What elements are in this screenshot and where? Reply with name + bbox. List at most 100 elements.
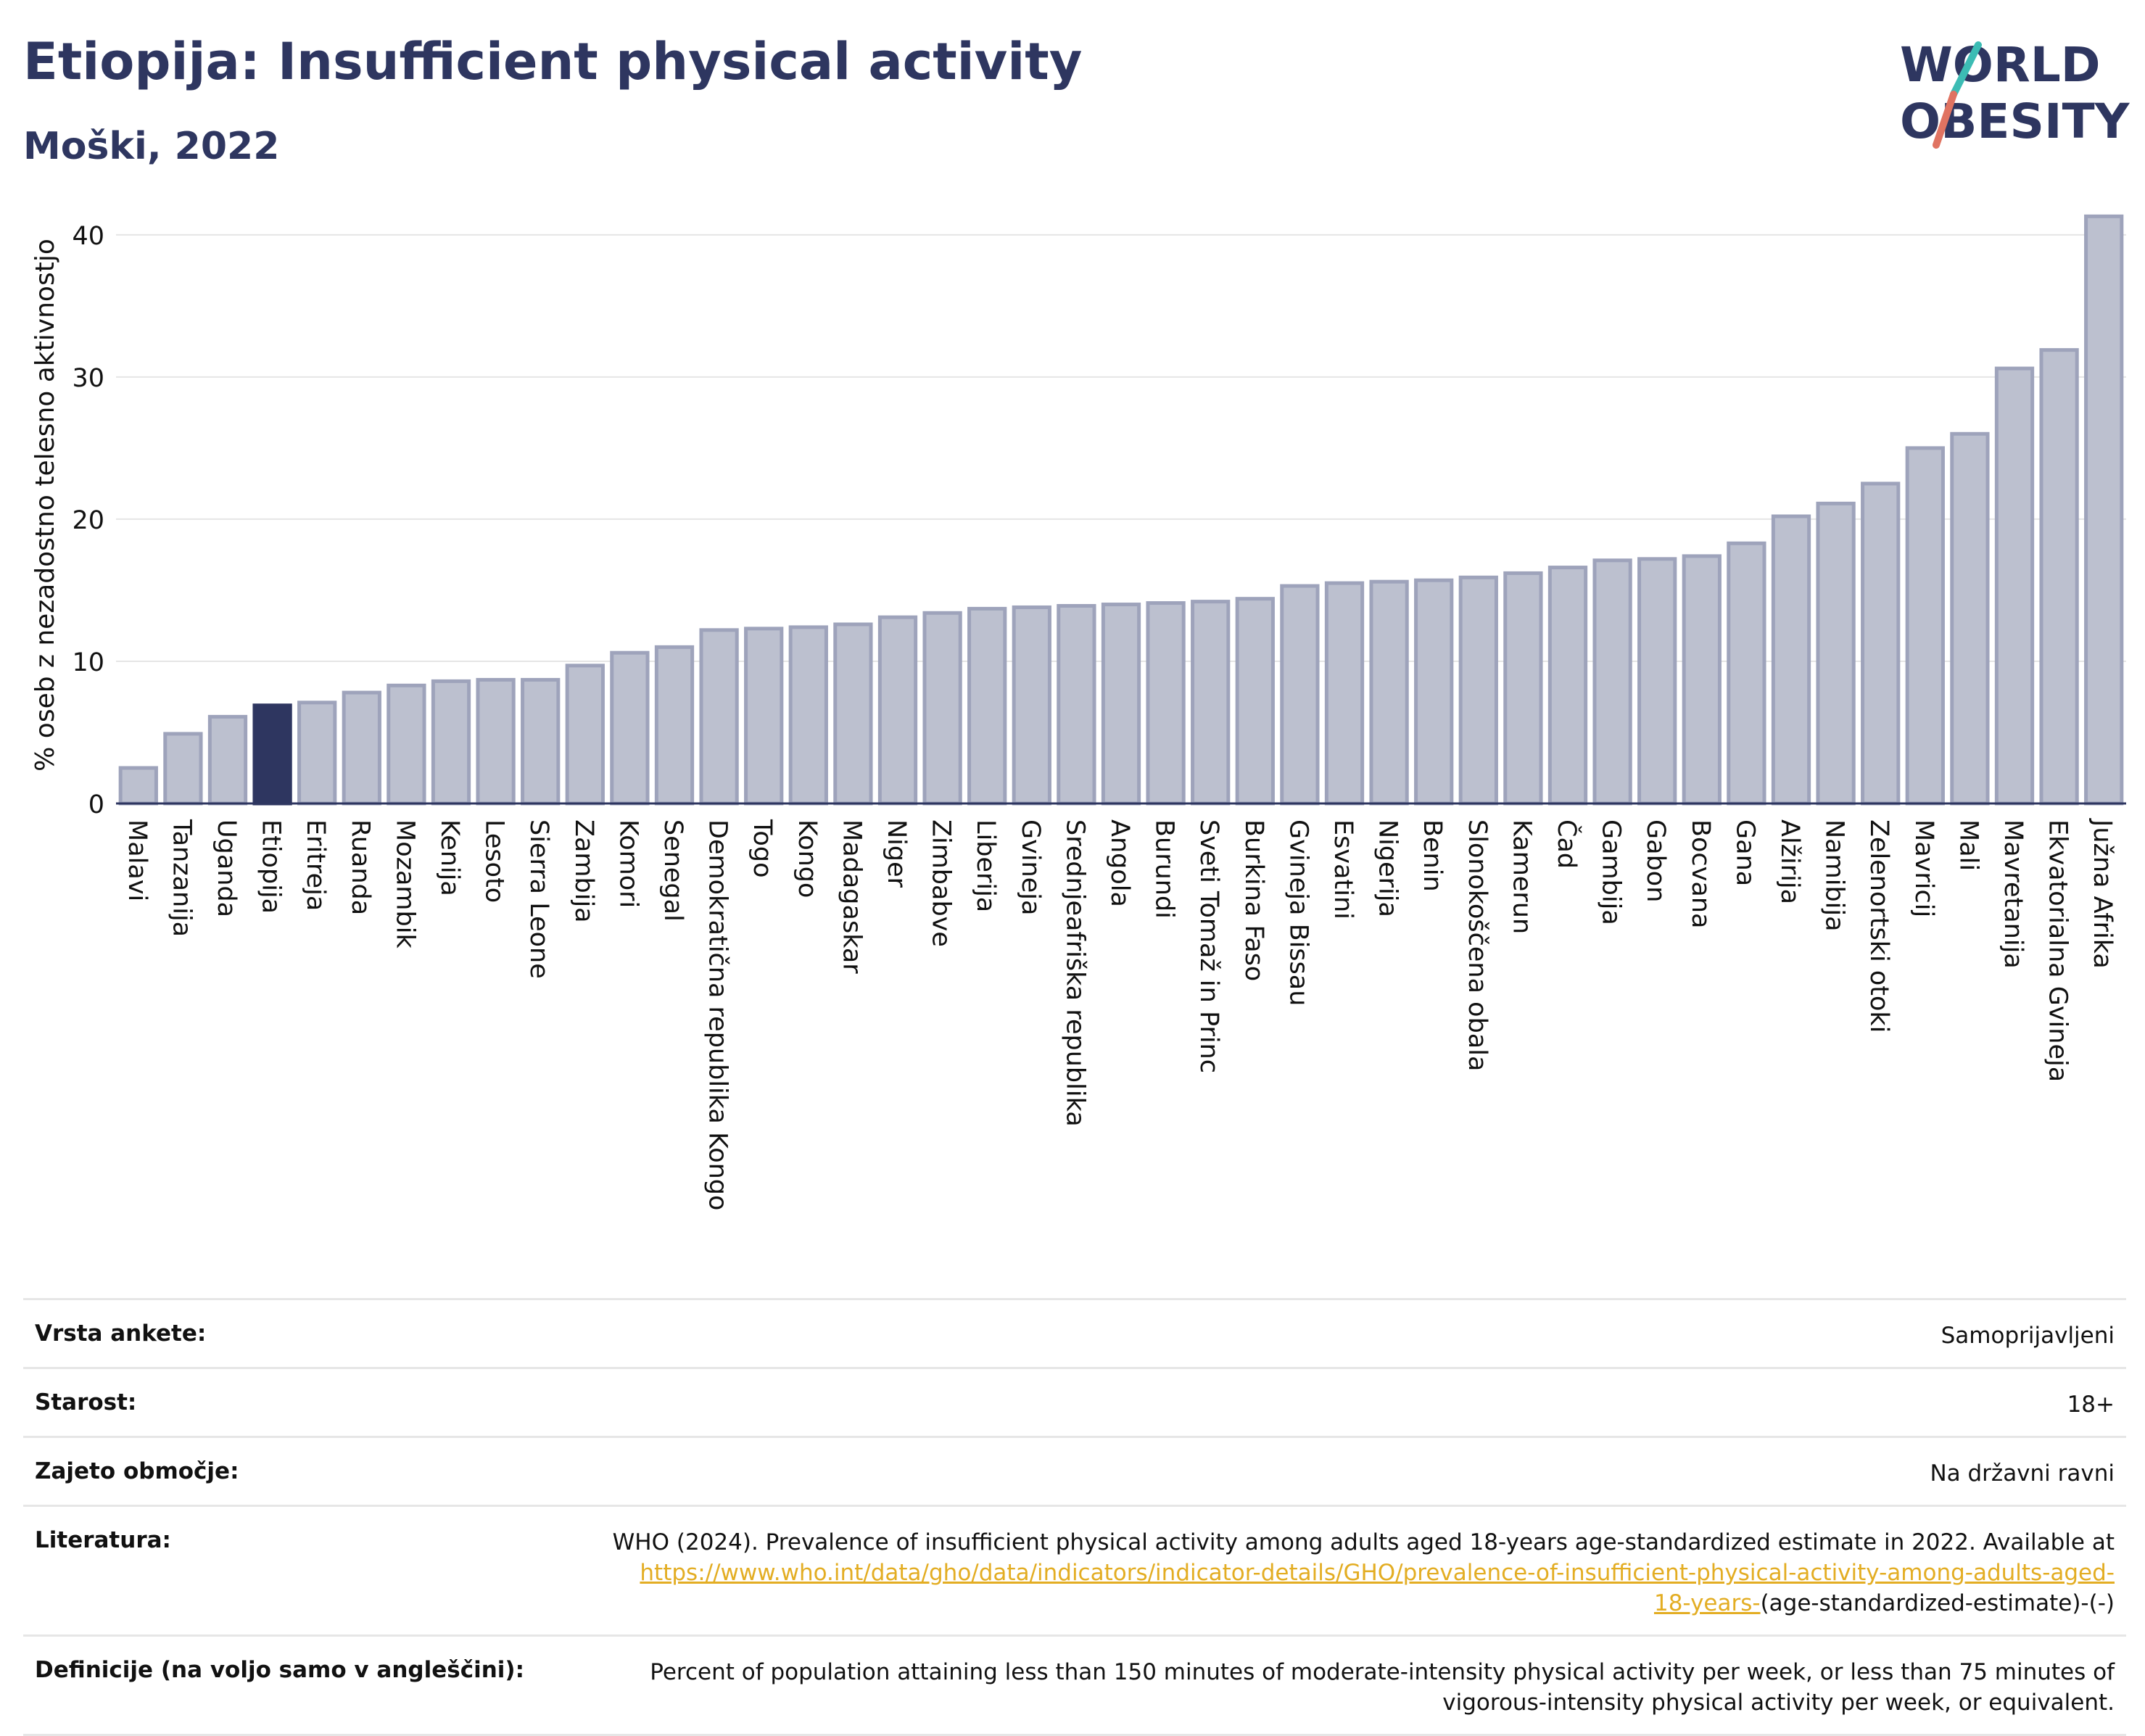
x-tick-label: Nigerija bbox=[1373, 819, 1402, 917]
chart-title: Etiopija: Insufficient physical activity bbox=[23, 32, 1083, 91]
bar-čad bbox=[1547, 566, 1588, 806]
bar-nigerija bbox=[1369, 579, 1409, 806]
x-tick-label: Kongo bbox=[793, 819, 822, 898]
y-tick-label: 30 bbox=[72, 364, 104, 393]
info-value: WHO (2024). Prevalence of insufficient p… bbox=[613, 1527, 2115, 1619]
info-value: 18+ bbox=[2067, 1392, 2115, 1418]
info-row-coverage: Zajeto območje: Na državni ravni bbox=[23, 1436, 2126, 1505]
bar-esvatini bbox=[1324, 581, 1365, 806]
x-tick-label: Sveti Tomaž in Princ bbox=[1194, 819, 1223, 1073]
y-tick-label: 10 bbox=[72, 648, 104, 677]
bar-južna-afrika bbox=[2084, 214, 2124, 806]
bar-etiopija bbox=[252, 703, 292, 806]
x-tick-label: Tanzanija bbox=[167, 819, 196, 937]
x-tick-label: Malavi bbox=[123, 819, 152, 901]
y-axis-ticks: 0 10 20 30 40 bbox=[72, 222, 104, 819]
bar-alžirija bbox=[1771, 514, 1811, 806]
bar-niger bbox=[877, 615, 918, 806]
bar-srednjeafriška-republika bbox=[1057, 603, 1096, 806]
x-tick-label: Gana bbox=[1730, 819, 1759, 886]
x-tick-label: Liberija bbox=[971, 819, 1000, 912]
x-tick-label: Madagaskar bbox=[837, 819, 866, 974]
literature-link[interactable]: https://www.who.int/data/gho/data/indica… bbox=[640, 1560, 2115, 1616]
bar-gabon bbox=[1637, 557, 1677, 806]
x-tick-label: Sierra Leone bbox=[524, 819, 553, 979]
info-row-survey-type: Vrsta ankete: Samoprijavljeni bbox=[23, 1298, 2126, 1367]
bar-chart: 0 10 20 30 40 Malavi Tanzanija Uganda Etiopija E… bbox=[30, 214, 2126, 1210]
x-tick-label: Mavricij bbox=[1909, 819, 1938, 917]
logo-slash-coral bbox=[1933, 91, 1957, 149]
info-label: Zajeto območje: bbox=[35, 1458, 239, 1484]
x-tick-label: Bocvana bbox=[1686, 819, 1715, 928]
info-label: Starost: bbox=[35, 1389, 137, 1415]
x-tick-label: Lesoto bbox=[480, 819, 509, 903]
logo-text-world: WORLD bbox=[1900, 37, 2101, 93]
y-tick-label: 0 bbox=[88, 790, 104, 819]
bar-zelenortski-otoki bbox=[1861, 481, 1901, 806]
info-value: Samoprijavljeni bbox=[1941, 1323, 2115, 1349]
x-tick-label: Zimbabve bbox=[927, 819, 956, 947]
info-value: Na državni ravni bbox=[1930, 1460, 2115, 1487]
info-row-definition: Definicije (na voljo samo v angleščini):… bbox=[23, 1634, 2126, 1736]
bar-senegal bbox=[654, 645, 695, 806]
bar-sierra-leone bbox=[521, 677, 561, 806]
info-value: Percent of population attaining less tha… bbox=[650, 1657, 2115, 1718]
x-tick-label: Ruanda bbox=[346, 819, 375, 915]
bar-madagaskar bbox=[833, 622, 873, 806]
bar-benin bbox=[1414, 578, 1454, 806]
info-label: Vrsta ankete: bbox=[35, 1320, 207, 1347]
info-row-age: Starost: 18+ bbox=[23, 1367, 2126, 1436]
bar-komori bbox=[610, 650, 650, 806]
definition-line2: vigorous-intensity physical activity per… bbox=[1442, 1690, 2115, 1716]
x-tick-label: Kenija bbox=[435, 819, 464, 896]
x-tick-label: Demokratična republika Kongo bbox=[703, 819, 732, 1210]
x-tick-label: Senegal bbox=[658, 819, 687, 922]
x-tick-label: Zambija bbox=[569, 819, 598, 923]
x-tick-label: Alžirija bbox=[1775, 819, 1804, 904]
info-table: Vrsta ankete: Samoprijavljeni Starost: 1… bbox=[23, 1298, 2126, 1736]
info-label: Definicije (na voljo samo v angleščini): bbox=[35, 1657, 524, 1683]
bar-gvineja bbox=[1012, 605, 1051, 806]
bar-uganda bbox=[207, 714, 248, 806]
bars bbox=[118, 214, 2124, 806]
bar-gvineja-bissau bbox=[1280, 584, 1320, 806]
bar-sveti-tomaž-in-princ bbox=[1191, 600, 1231, 806]
bar-namibija bbox=[1816, 501, 1856, 806]
bar-demokratična-republika-kongo bbox=[699, 628, 739, 806]
bar-kongo bbox=[788, 625, 828, 806]
x-tick-label: Komori bbox=[613, 819, 642, 908]
bar-slonokoščena-obala bbox=[1458, 575, 1498, 806]
literature-text: WHO (2024). Prevalence of insufficient p… bbox=[612, 1529, 2115, 1555]
bar-angola bbox=[1101, 603, 1141, 806]
x-tick-label: Burundi bbox=[1150, 819, 1179, 919]
bar-gana bbox=[1727, 541, 1766, 806]
x-tick-label: Uganda bbox=[212, 819, 241, 917]
x-tick-label: Kamerun bbox=[1507, 819, 1536, 934]
bar-burundi bbox=[1146, 601, 1186, 806]
x-tick-label: Čad bbox=[1552, 819, 1582, 869]
x-axis-ticks: Malavi Tanzanija Uganda Etiopija Eritreja Rua… bbox=[123, 818, 2117, 1210]
x-tick-label: Srednjeafriška republika bbox=[1060, 819, 1089, 1127]
bar-zimbabve bbox=[922, 611, 962, 806]
info-row-literature: Literatura: WHO (2024). Prevalence of in… bbox=[23, 1505, 2126, 1634]
chart-subtitle: Moški, 2022 bbox=[23, 125, 280, 168]
x-tick-label: Gambija bbox=[1597, 819, 1626, 925]
y-tick-label: 20 bbox=[72, 506, 104, 535]
x-tick-label: Gvineja Bissau bbox=[1284, 819, 1313, 1006]
logo-slash-teal bbox=[1950, 41, 1982, 98]
x-tick-label: Namibija bbox=[1820, 819, 1849, 932]
bar-gambija bbox=[1592, 558, 1632, 806]
bar-liberija bbox=[967, 606, 1007, 806]
x-tick-label: Eritreja bbox=[301, 819, 330, 911]
x-tick-label: Mozambik bbox=[390, 819, 419, 948]
x-tick-label: Gvineja bbox=[1016, 819, 1045, 915]
bar-malavi bbox=[118, 766, 158, 806]
bar-togo bbox=[744, 627, 784, 806]
bar-mavretanija bbox=[1994, 366, 2035, 806]
x-tick-label: Angola bbox=[1105, 819, 1134, 907]
x-tick-label: Burkina Faso bbox=[1239, 819, 1268, 981]
bar-eritreja bbox=[297, 700, 337, 806]
bar-kamerun bbox=[1503, 571, 1543, 806]
literature-suffix: (age-standardized-estimate)-(-) bbox=[1760, 1590, 2115, 1616]
y-axis-label: % oseb z nezadostno telesno aktivnostjo bbox=[30, 239, 60, 772]
